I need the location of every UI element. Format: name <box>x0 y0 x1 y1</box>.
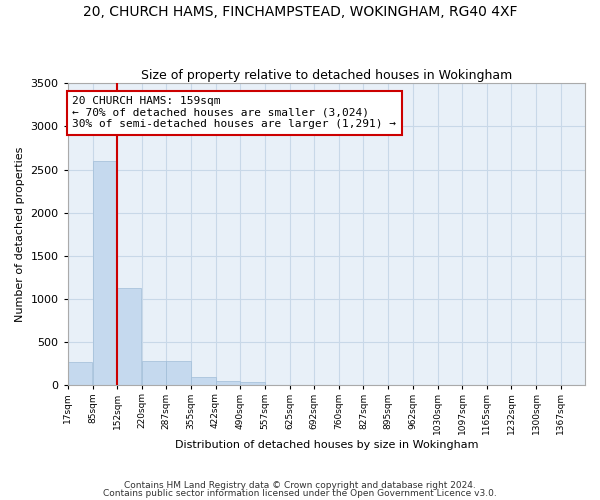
Bar <box>241 382 265 386</box>
Title: Size of property relative to detached houses in Wokingham: Size of property relative to detached ho… <box>141 69 512 82</box>
Bar <box>92 161 117 386</box>
Bar <box>117 288 142 386</box>
Bar <box>142 361 166 386</box>
Bar <box>68 362 92 386</box>
Text: Contains public sector information licensed under the Open Government Licence v3: Contains public sector information licen… <box>103 489 497 498</box>
X-axis label: Distribution of detached houses by size in Wokingham: Distribution of detached houses by size … <box>175 440 478 450</box>
Text: 20, CHURCH HAMS, FINCHAMPSTEAD, WOKINGHAM, RG40 4XF: 20, CHURCH HAMS, FINCHAMPSTEAD, WOKINGHA… <box>83 5 517 19</box>
Text: Contains HM Land Registry data © Crown copyright and database right 2024.: Contains HM Land Registry data © Crown c… <box>124 480 476 490</box>
Bar <box>191 377 215 386</box>
Bar <box>215 380 240 386</box>
Bar <box>166 361 191 386</box>
Y-axis label: Number of detached properties: Number of detached properties <box>15 146 25 322</box>
Text: 20 CHURCH HAMS: 159sqm
← 70% of detached houses are smaller (3,024)
30% of semi-: 20 CHURCH HAMS: 159sqm ← 70% of detached… <box>73 96 397 130</box>
